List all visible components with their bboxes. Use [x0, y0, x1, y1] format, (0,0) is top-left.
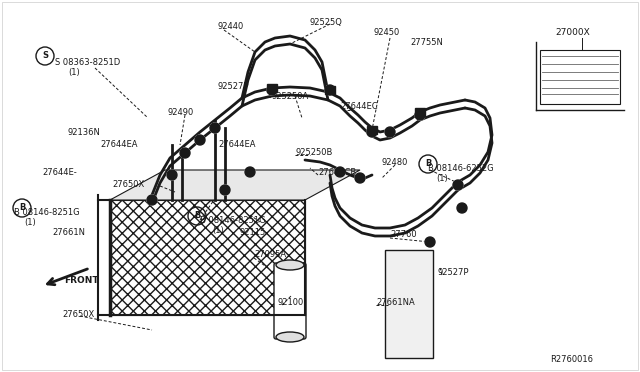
- FancyBboxPatch shape: [540, 50, 620, 104]
- Text: (1): (1): [24, 218, 36, 227]
- Text: 92527P: 92527P: [438, 268, 470, 277]
- Text: 27755N: 27755N: [410, 38, 443, 47]
- Text: 92450: 92450: [374, 28, 400, 37]
- Circle shape: [325, 85, 335, 95]
- Text: FRONT: FRONT: [64, 276, 99, 285]
- Circle shape: [267, 85, 277, 95]
- Text: 92115: 92115: [240, 228, 266, 237]
- Text: 27644EA: 27644EA: [100, 140, 138, 149]
- Text: 92527P: 92527P: [218, 82, 250, 91]
- Text: B 08146-8251G: B 08146-8251G: [200, 216, 266, 225]
- Text: 27650X: 27650X: [112, 180, 144, 189]
- Text: 92136N: 92136N: [68, 128, 101, 137]
- Circle shape: [453, 180, 463, 190]
- Bar: [325, 86, 335, 94]
- Text: 27095A: 27095A: [254, 250, 286, 259]
- Text: 27650X: 27650X: [62, 310, 94, 319]
- Circle shape: [220, 185, 230, 195]
- Circle shape: [180, 148, 190, 158]
- Polygon shape: [110, 170, 360, 200]
- Circle shape: [195, 135, 205, 145]
- Circle shape: [385, 127, 395, 137]
- Text: 27644CB: 27644CB: [318, 168, 356, 177]
- Circle shape: [355, 173, 365, 183]
- Circle shape: [195, 135, 205, 145]
- Circle shape: [367, 127, 377, 137]
- Text: 27644EC: 27644EC: [340, 102, 378, 111]
- Text: B: B: [425, 160, 431, 169]
- Text: 925250B: 925250B: [295, 148, 332, 157]
- Circle shape: [355, 173, 365, 183]
- Text: 92490: 92490: [168, 108, 195, 117]
- Circle shape: [210, 123, 220, 133]
- Text: 27644E-: 27644E-: [42, 168, 77, 177]
- Text: (1): (1): [68, 68, 80, 77]
- Text: S: S: [42, 51, 48, 61]
- Circle shape: [210, 123, 220, 133]
- Text: B: B: [19, 203, 25, 212]
- Circle shape: [415, 110, 425, 120]
- Circle shape: [245, 167, 255, 177]
- Circle shape: [385, 127, 395, 137]
- Text: 27661NA: 27661NA: [376, 298, 415, 307]
- Circle shape: [457, 203, 467, 213]
- Text: 92440: 92440: [218, 22, 244, 31]
- Circle shape: [147, 195, 157, 205]
- Ellipse shape: [276, 260, 304, 270]
- Bar: [415, 108, 425, 116]
- Circle shape: [245, 167, 255, 177]
- Text: (1): (1): [212, 226, 224, 235]
- Text: 27661N: 27661N: [52, 228, 85, 237]
- Circle shape: [453, 180, 463, 190]
- Text: 92100: 92100: [278, 298, 304, 307]
- Text: R2760016: R2760016: [550, 355, 593, 364]
- Polygon shape: [385, 250, 433, 358]
- Circle shape: [147, 195, 157, 205]
- Circle shape: [167, 170, 177, 180]
- Circle shape: [180, 148, 190, 158]
- Text: B 08146-6252G: B 08146-6252G: [428, 164, 493, 173]
- Circle shape: [325, 85, 335, 95]
- Circle shape: [335, 167, 345, 177]
- Circle shape: [425, 237, 435, 247]
- Circle shape: [167, 170, 177, 180]
- Circle shape: [415, 110, 425, 120]
- Text: 27760: 27760: [390, 230, 417, 239]
- Text: 27644EA: 27644EA: [218, 140, 255, 149]
- Text: B 08146-8251G: B 08146-8251G: [14, 208, 79, 217]
- Circle shape: [457, 203, 467, 213]
- Text: (1): (1): [436, 174, 448, 183]
- Bar: [267, 84, 277, 92]
- Circle shape: [267, 85, 277, 95]
- Text: 925250A: 925250A: [272, 92, 309, 101]
- Text: 92480: 92480: [382, 158, 408, 167]
- Bar: [367, 126, 377, 134]
- Text: B: B: [194, 212, 200, 221]
- FancyBboxPatch shape: [274, 263, 306, 339]
- Text: S 08363-8251D: S 08363-8251D: [55, 58, 120, 67]
- Polygon shape: [110, 200, 305, 315]
- Circle shape: [335, 167, 345, 177]
- Circle shape: [220, 185, 230, 195]
- Circle shape: [367, 127, 377, 137]
- Ellipse shape: [276, 332, 304, 342]
- Circle shape: [425, 237, 435, 247]
- Text: 92525Q: 92525Q: [310, 18, 343, 27]
- Text: 27000X: 27000X: [555, 28, 589, 37]
